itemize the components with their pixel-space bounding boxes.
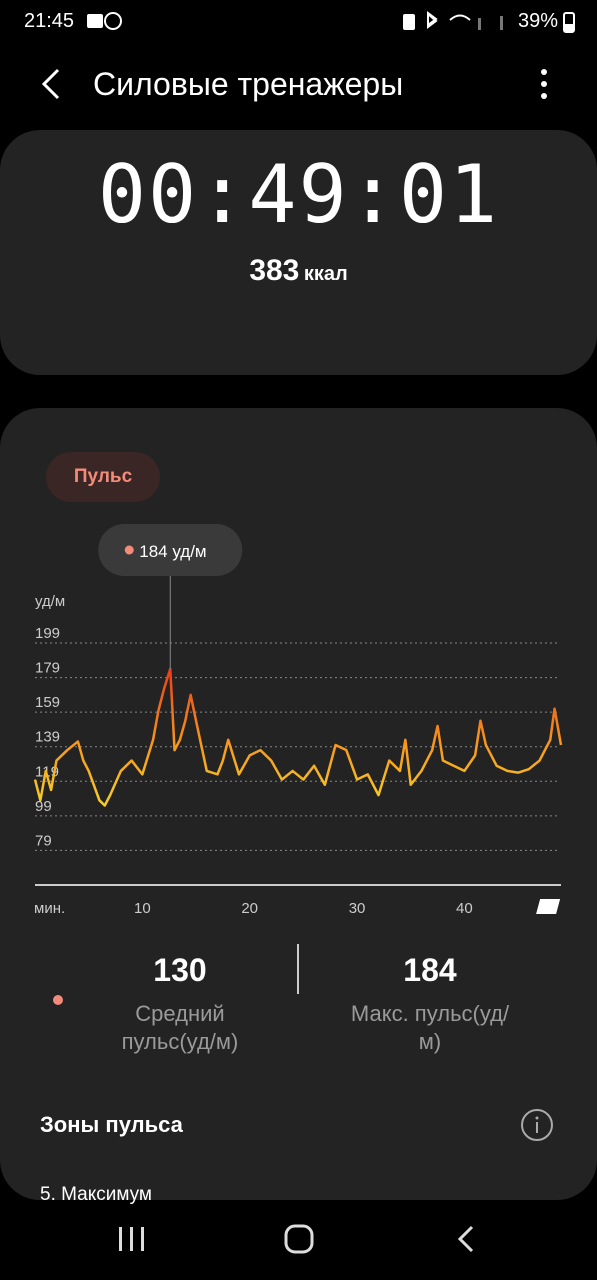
pulse-tab[interactable]: Пульс <box>46 452 160 502</box>
stat-value: 130 <box>153 952 207 988</box>
y-tick-label: 159 <box>35 694 60 711</box>
y-tick-label: 99 <box>35 798 52 815</box>
recent-button[interactable] <box>119 1227 144 1251</box>
tooltip-text: 184 уд/м <box>139 542 206 561</box>
status-icons <box>87 12 122 30</box>
stat-label: Средний пульс(уд/м) <box>121 1001 239 1054</box>
stat-value: 184 <box>403 952 457 988</box>
duration: 00:49:01 <box>97 148 500 241</box>
y-tick-label: 179 <box>35 660 60 677</box>
pulse-card: Пульс 130 Средний пульс(уд/м) 184 Макс. … <box>0 408 597 1205</box>
nav-back-button[interactable] <box>457 1225 474 1253</box>
y-axis-title: уд/м <box>35 593 65 610</box>
x-axis-title: мин. <box>34 900 65 917</box>
status-icons-right <box>403 11 503 30</box>
home-button[interactable] <box>284 1224 314 1254</box>
info-button[interactable] <box>520 1108 554 1142</box>
menu-button[interactable] <box>532 66 556 102</box>
y-tick-label: 199 <box>35 625 60 642</box>
heart-rate-line <box>33 667 563 807</box>
legend-dot <box>53 995 63 1005</box>
stat-label: Макс. пульс(уд/м) <box>350 1001 510 1054</box>
zone-item: 5. Максимум <box>40 1184 152 1205</box>
divider <box>297 944 299 994</box>
x-tick-label: 10 <box>134 900 151 917</box>
calories-row: 383 ккал <box>0 254 597 288</box>
tooltip <box>98 524 243 576</box>
page-title: Силовые тренажеры <box>93 66 404 102</box>
x-tick-label: 20 <box>241 900 258 917</box>
zones-title: Зоны пульса <box>40 1112 183 1137</box>
calories-unit: ккал <box>303 263 348 285</box>
y-tick-label: 139 <box>35 729 60 746</box>
status-time: 21:45 <box>24 10 75 32</box>
status-battery: 39% <box>518 10 559 32</box>
x-tick-label: 40 <box>456 900 473 917</box>
x-tick-label: 30 <box>349 900 366 917</box>
nav-bar <box>119 1224 474 1254</box>
tooltip-dot <box>124 545 134 555</box>
summary-card: 00:49:01 383 ккал <box>0 130 597 375</box>
battery-icon <box>563 12 575 33</box>
calories: 383 <box>249 254 300 287</box>
y-tick-label: 79 <box>35 832 52 849</box>
back-button[interactable] <box>36 66 66 102</box>
finish-flag <box>303 899 561 914</box>
